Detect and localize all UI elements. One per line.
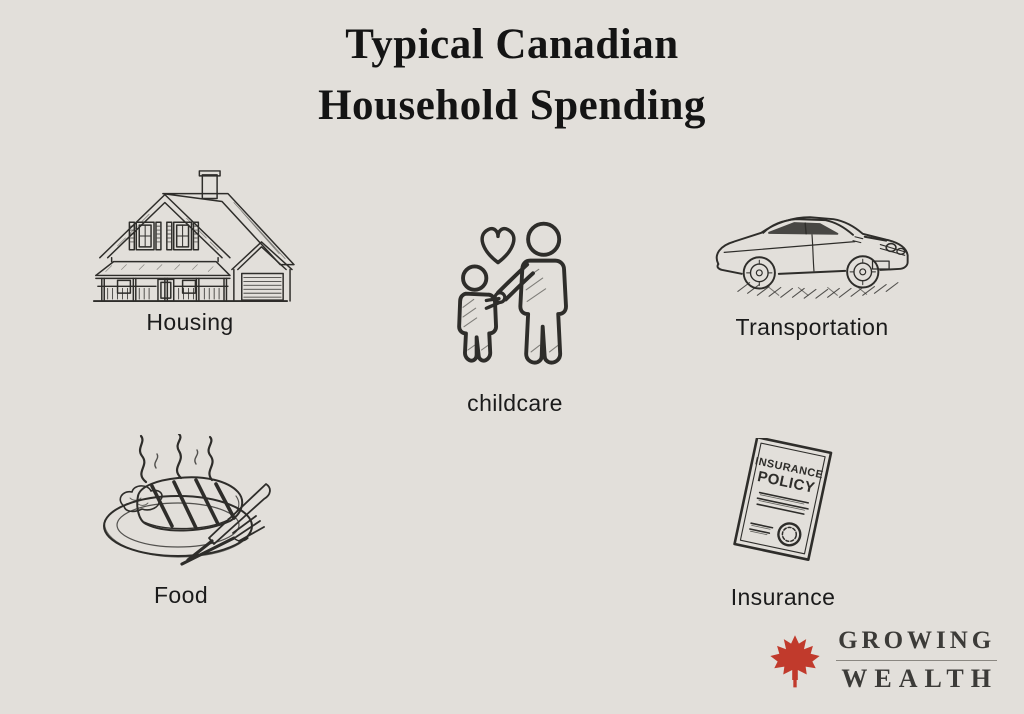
logo-wordmark-line1: GROWING (836, 627, 998, 661)
page-title-line2: Household Spending (318, 82, 706, 130)
childcare-label: childcare (467, 390, 563, 416)
housing-item: Housing (84, 167, 296, 336)
maple-leaf-icon (770, 634, 820, 687)
growing-wealth-logo: GROWING WEALTH (767, 627, 998, 694)
food-label: Food (153, 582, 209, 608)
transportation-item: Transportation (706, 186, 918, 341)
page-title: Typical Canadian Household Spending (0, 14, 1024, 136)
insurance-item: INSURANCE POLICY Insurance (668, 438, 898, 611)
parent-child-heart-icon (457, 221, 568, 365)
house-icon (92, 170, 295, 303)
page-title-line1: Typical Canadian (345, 21, 679, 68)
housing-label: Housing (146, 309, 234, 335)
transportation-label: Transportation (735, 314, 889, 340)
childcare-item: childcare (448, 214, 582, 417)
classic-car-icon (715, 216, 909, 299)
logo-wordmark-line2: WEALTH (841, 664, 998, 693)
steak-plate-icon (103, 434, 271, 566)
food-item: Food (86, 434, 276, 609)
insurance-policy-icon: INSURANCE POLICY (733, 438, 833, 562)
insurance-label: Insurance (730, 584, 836, 610)
logo-wordmark: GROWING WEALTH (835, 627, 998, 694)
